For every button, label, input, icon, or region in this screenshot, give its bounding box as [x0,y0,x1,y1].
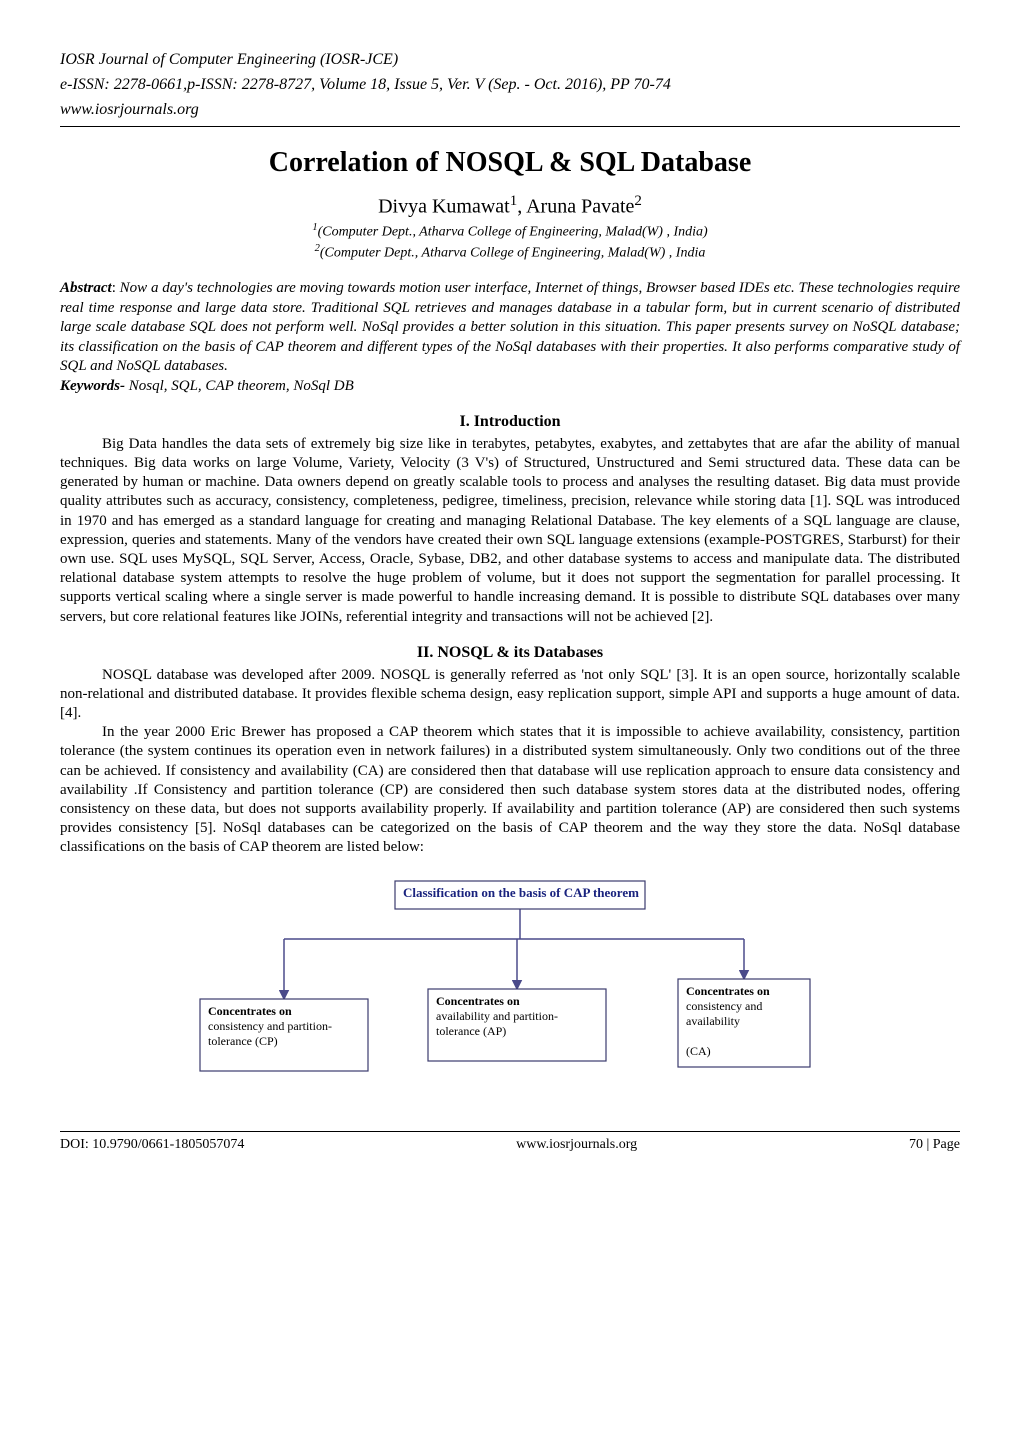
header-rule [60,126,960,127]
aff-1-text: (Computer Dept., Atharva College of Engi… [318,225,708,240]
aff-2-text: (Computer Dept., Atharva College of Engi… [320,246,705,261]
section-2-heading: II. NOSQL & its Databases [60,643,960,664]
svg-text:(CA): (CA) [686,1044,711,1058]
svg-text:Concentrates on: Concentrates on [436,994,520,1008]
section-1-p1: Big Data handles the data sets of extrem… [60,435,960,627]
cap-diagram-wrap: Classification on the basis of CAP theor… [60,871,960,1091]
author-line: Divya Kumawat1, Aruna Pavate2 [60,192,960,220]
affiliation-2: 2(Computer Dept., Atharva College of Eng… [60,242,960,263]
section-1-heading: I. Introduction [60,412,960,433]
author-sep: , Aruna Pavate [517,195,634,217]
abstract-block: Abstract: Now a day's technologies are m… [60,279,960,377]
journal-name: IOSR Journal of Computer Engineering (IO… [60,50,960,71]
svg-text:consistency and partition-: consistency and partition- [208,1019,332,1033]
journal-url: www.iosrjournals.org [60,100,960,121]
svg-text:availability: availability [686,1014,740,1028]
issn-line: e-ISSN: 2278-0661,p-ISSN: 2278-8727, Vol… [60,75,960,96]
keywords-label: Keywords- [60,378,129,394]
svg-text:Concentrates on: Concentrates on [208,1004,292,1018]
svg-text:availability and partition-: availability and partition- [436,1009,558,1023]
author-1: Divya Kumawat [378,195,510,217]
svg-text:Classification on the basis of: Classification on the basis of CAP theor… [403,885,639,900]
section-2-p2: In the year 2000 Eric Brewer has propose… [60,723,960,857]
section-2-p1: NOSQL database was developed after 2009.… [60,666,960,724]
svg-text:Concentrates on: Concentrates on [686,984,770,998]
footer-doi: DOI: 10.9790/0661-1805057074 [60,1136,244,1154]
author-2-sup: 2 [634,193,642,209]
svg-text:tolerance (CP): tolerance (CP) [208,1034,278,1048]
footer-site: www.iosrjournals.org [516,1136,637,1154]
abstract-colon: : [112,280,120,296]
svg-text:consistency and: consistency and [686,999,762,1013]
paper-title: Correlation of NOSQL & SQL Database [60,145,960,181]
cap-diagram: Classification on the basis of CAP theor… [190,871,830,1091]
affiliation-1: 1(Computer Dept., Atharva College of Eng… [60,221,960,242]
abstract-label: Abstract [60,280,112,296]
footer-row: DOI: 10.9790/0661-1805057074 www.iosrjou… [60,1136,960,1154]
footer-rule [60,1131,960,1132]
footer-page: 70 | Page [909,1136,960,1154]
keywords-block: Keywords- Nosql, SQL, CAP theorem, NoSql… [60,377,960,397]
abstract-text: Now a day's technologies are moving towa… [60,280,960,374]
svg-text:tolerance (AP): tolerance (AP) [436,1024,506,1038]
keywords-text: Nosql, SQL, CAP theorem, NoSql DB [129,378,354,394]
